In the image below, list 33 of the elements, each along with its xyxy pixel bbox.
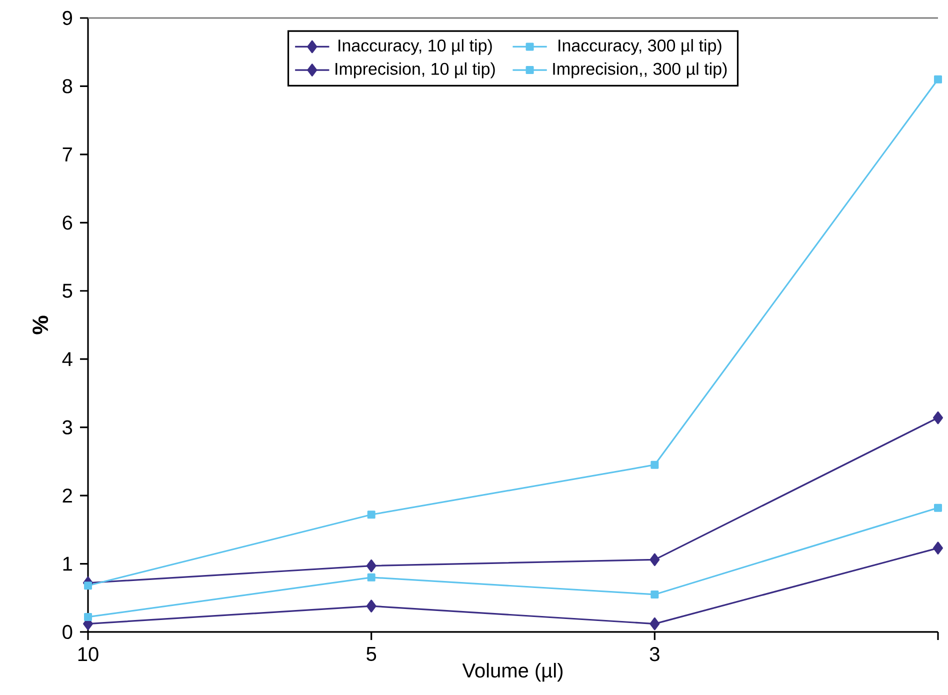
y-tick-label: 6 (62, 216, 72, 230)
point (650, 460, 659, 469)
y-tick-label: 2 (62, 488, 72, 503)
x-axis-title: Volume (µl) (462, 662, 563, 682)
point (933, 542, 943, 554)
y-axis-title: % (32, 316, 48, 334)
point (650, 617, 660, 630)
point (366, 600, 376, 612)
point (650, 590, 659, 598)
point (84, 612, 92, 621)
x-tick-label: 3 (650, 647, 660, 662)
y-tick-label: 1 (63, 556, 72, 571)
y-tick-label: 9 (62, 10, 72, 26)
point (367, 573, 376, 582)
y-tick-label: 0 (62, 624, 72, 640)
legend-label: Inaccuracy, 10 µl tip) (338, 39, 492, 55)
x-tick-label: 5 (366, 647, 376, 661)
legend-label: Imprecision,, 300 µl tip) (553, 62, 727, 78)
point (367, 510, 376, 519)
x-tick-label: 10 (78, 647, 98, 662)
y-tick-label: 8 (62, 79, 72, 94)
point (933, 411, 943, 424)
point (84, 582, 92, 590)
y-tick-label: 7 (62, 148, 72, 162)
y-tick-label: 5 (62, 284, 72, 298)
legend-label: Imprecision, 10 µl tip) (336, 62, 495, 78)
y-tick-label: 3 (62, 420, 72, 434)
point (934, 75, 942, 84)
y-tick-label: 4 (62, 352, 72, 366)
point (650, 553, 660, 566)
legend-label: Inaccuracy, 300 µl tip) (558, 39, 722, 55)
point (366, 559, 376, 572)
point (934, 504, 942, 512)
